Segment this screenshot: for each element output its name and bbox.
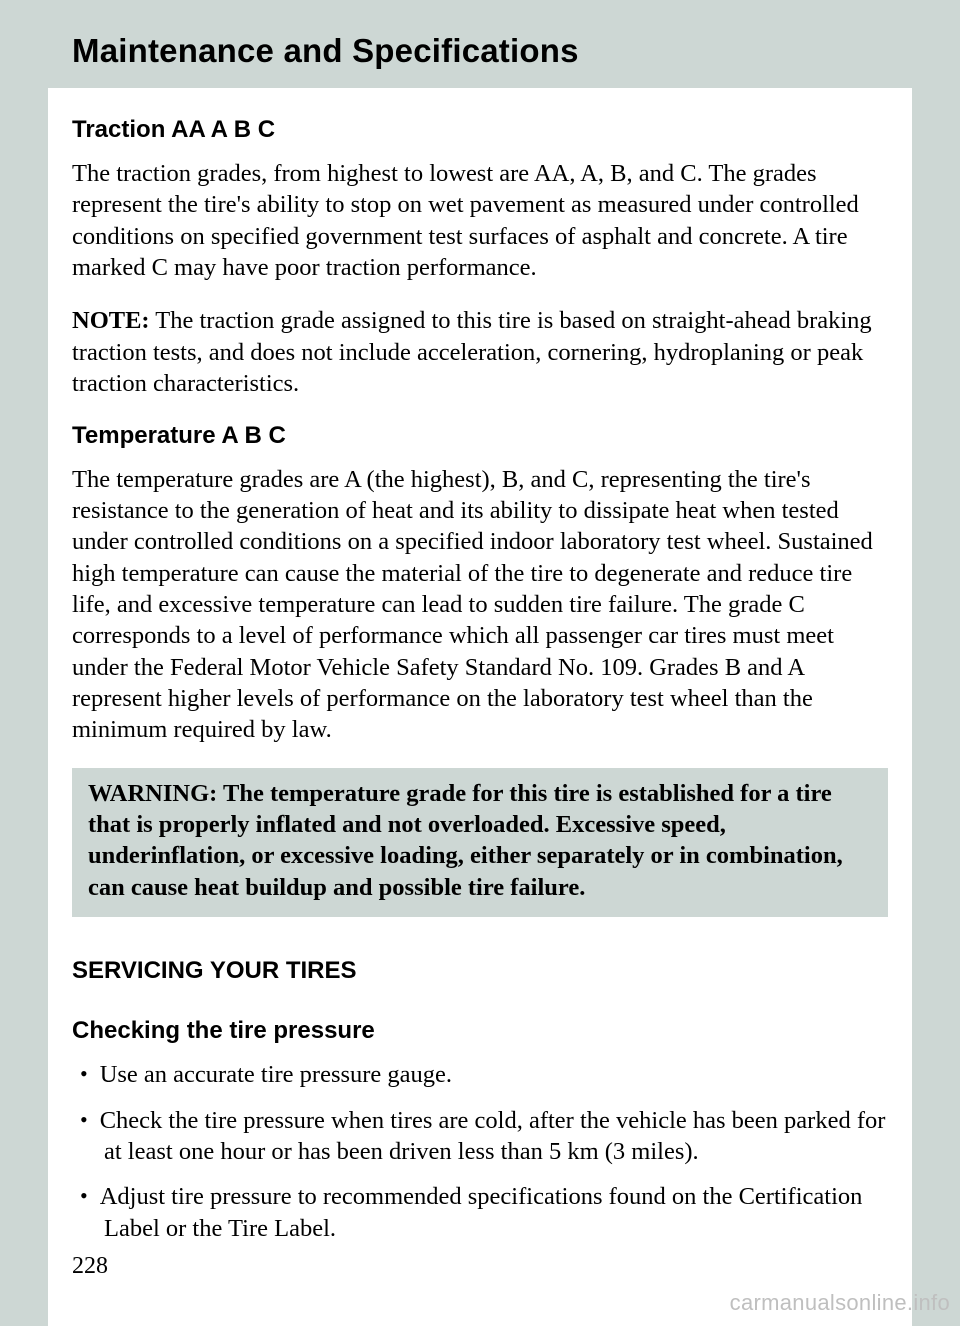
heading-temperature: Temperature A B C [72, 422, 888, 450]
warning-box: WARNING: The temperature grade for this … [72, 768, 888, 917]
para-traction-note: NOTE: The traction grade assigned to thi… [72, 305, 888, 399]
header-band: Maintenance and Specifications [48, 0, 912, 88]
heading-servicing: SERVICING YOUR TIRES [72, 957, 888, 985]
list-item: Check the tire pressure when tires are c… [72, 1105, 888, 1168]
note-label: NOTE: [72, 307, 150, 334]
content-area: Traction AA A B C The traction grades, f… [48, 88, 912, 1244]
page-header-title: Maintenance and Specifications [72, 32, 912, 70]
list-item: Use an accurate tire pressure gauge. [72, 1059, 888, 1090]
para-temperature-body: The temperature grades are A (the highes… [72, 464, 888, 746]
watermark: carmanualsonline.info [730, 1290, 950, 1316]
heading-traction: Traction AA A B C [72, 116, 888, 144]
note-body: The traction grade assigned to this tire… [72, 307, 872, 397]
para-traction-body: The traction grades, from highest to low… [72, 158, 888, 283]
heading-checking: Checking the tire pressure [72, 1017, 888, 1045]
page-number: 228 [72, 1253, 108, 1280]
bullet-list-checking: Use an accurate tire pressure gauge. Che… [72, 1059, 888, 1244]
list-item: Adjust tire pressure to recommended spec… [72, 1181, 888, 1244]
warning-label: WARNING: [88, 780, 217, 807]
page: Maintenance and Specifications Traction … [48, 0, 912, 1326]
warning-text: WARNING: The temperature grade for this … [88, 778, 872, 903]
